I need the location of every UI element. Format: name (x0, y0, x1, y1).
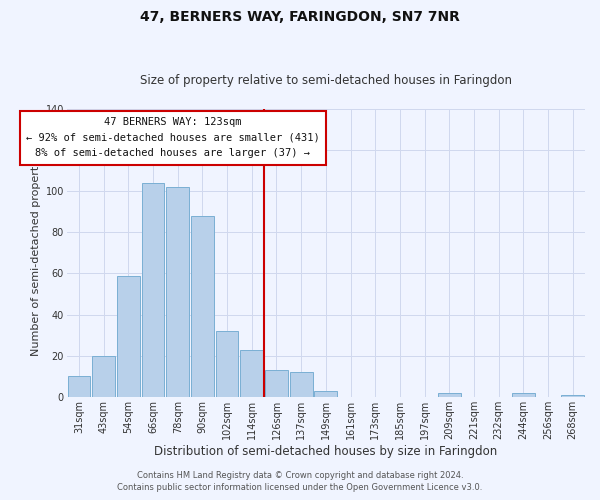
Bar (512, 392, 535, 397)
X-axis label: Distribution of semi-detached houses by size in Faringdon: Distribution of semi-detached houses by … (154, 444, 497, 458)
Bar (241, 350, 263, 397)
Bar (265, 370, 288, 397)
Bar (216, 331, 238, 397)
Bar (166, 187, 189, 397)
Bar (314, 390, 337, 397)
Bar (68, 376, 91, 397)
Bar (191, 216, 214, 397)
Bar (117, 276, 140, 397)
Text: 47 BERNERS WAY: 123sqm
← 92% of semi-detached houses are smaller (431)
8% of sem: 47 BERNERS WAY: 123sqm ← 92% of semi-det… (26, 117, 320, 158)
Text: Contains HM Land Registry data © Crown copyright and database right 2024.
Contai: Contains HM Land Registry data © Crown c… (118, 471, 482, 492)
Title: Size of property relative to semi-detached houses in Faringdon: Size of property relative to semi-detach… (140, 74, 512, 87)
Bar (290, 372, 313, 397)
Bar (438, 392, 461, 397)
Y-axis label: Number of semi-detached properties: Number of semi-detached properties (31, 150, 41, 356)
Bar (142, 183, 164, 397)
Bar (92, 356, 115, 397)
Text: 47, BERNERS WAY, FARINGDON, SN7 7NR: 47, BERNERS WAY, FARINGDON, SN7 7NR (140, 10, 460, 24)
Bar (562, 394, 584, 397)
